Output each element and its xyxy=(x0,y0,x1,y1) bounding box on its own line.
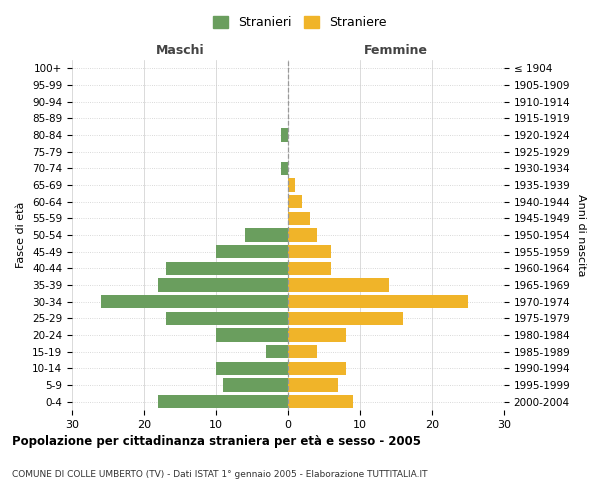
Bar xyxy=(288,378,338,392)
Bar xyxy=(288,328,346,342)
Bar xyxy=(288,312,403,325)
Bar xyxy=(288,278,389,291)
Bar xyxy=(166,262,288,275)
Text: Femmine: Femmine xyxy=(364,44,428,57)
Bar xyxy=(158,395,288,408)
Bar xyxy=(288,245,331,258)
Bar xyxy=(288,178,295,192)
Text: COMUNE DI COLLE UMBERTO (TV) - Dati ISTAT 1° gennaio 2005 - Elaborazione TUTTITA: COMUNE DI COLLE UMBERTO (TV) - Dati ISTA… xyxy=(12,470,427,479)
Legend: Stranieri, Straniere: Stranieri, Straniere xyxy=(208,11,392,34)
Bar xyxy=(223,378,288,392)
Bar xyxy=(216,362,288,375)
Text: Maschi: Maschi xyxy=(155,44,205,57)
Y-axis label: Fasce di età: Fasce di età xyxy=(16,202,26,268)
Y-axis label: Anni di nascita: Anni di nascita xyxy=(576,194,586,276)
Bar xyxy=(288,295,468,308)
Bar xyxy=(216,328,288,342)
Bar xyxy=(288,395,353,408)
Bar xyxy=(101,295,288,308)
Text: Popolazione per cittadinanza straniera per età e sesso - 2005: Popolazione per cittadinanza straniera p… xyxy=(12,435,421,448)
Bar xyxy=(166,312,288,325)
Bar xyxy=(216,245,288,258)
Bar xyxy=(158,278,288,291)
Bar xyxy=(288,262,331,275)
Bar xyxy=(288,195,302,208)
Bar xyxy=(288,345,317,358)
Bar xyxy=(288,212,310,225)
Bar xyxy=(266,345,288,358)
Bar xyxy=(288,228,317,241)
Bar xyxy=(281,128,288,141)
Bar xyxy=(245,228,288,241)
Bar xyxy=(288,362,346,375)
Bar xyxy=(281,162,288,175)
